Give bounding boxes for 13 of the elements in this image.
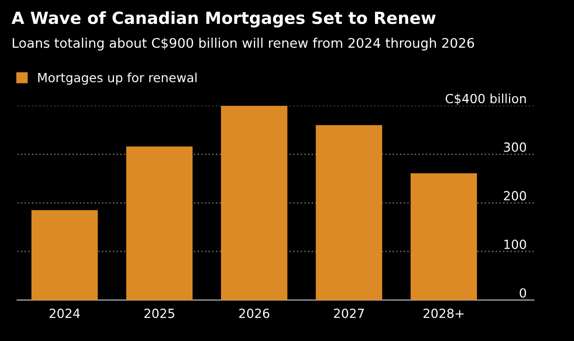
chart-title: A Wave of Canadian Mortgages Set to Renew (12, 11, 436, 28)
x-tick-label: 2028+ (424, 308, 464, 318)
chart-subtitle: Loans totaling about C$900 billion will renew from 2024 through 2026 (12, 38, 474, 50)
y-tick-label: 200 (504, 191, 526, 200)
x-tick-label: 2024 (50, 308, 80, 318)
x-tick-label: 2027 (334, 308, 364, 318)
y-tick-label: 300 (504, 142, 526, 152)
legend-label: Mortgages up for renewal (38, 72, 197, 85)
y-tick-label: C$400 billion (446, 94, 526, 105)
y-tick-label: 0 (520, 288, 526, 298)
y-tick-label: 100 (504, 240, 526, 250)
x-tick-label: 2026 (239, 308, 270, 318)
x-tick-label: 2025 (144, 308, 174, 318)
